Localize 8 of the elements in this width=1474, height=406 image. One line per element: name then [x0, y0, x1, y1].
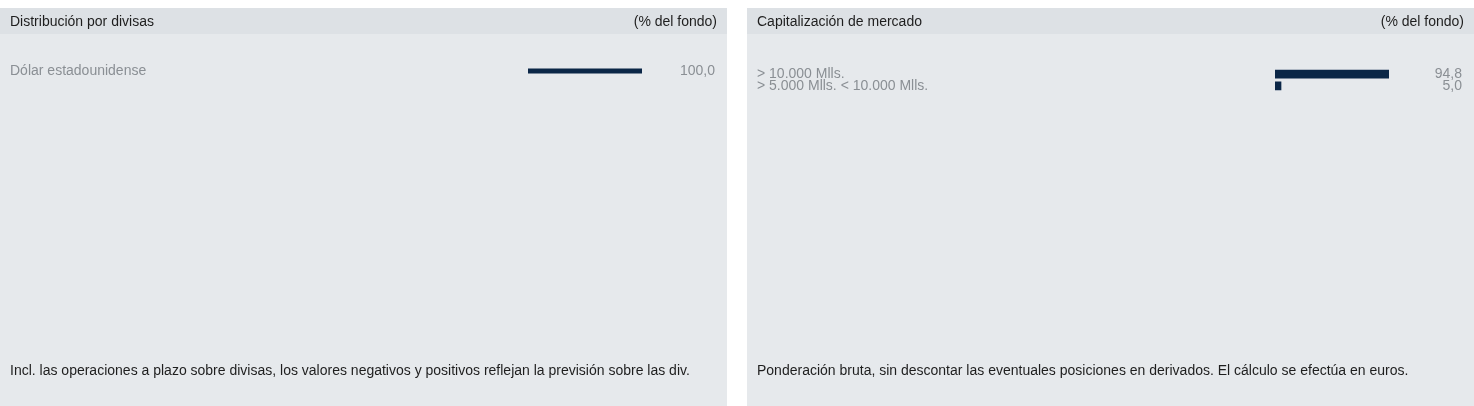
text: Ponderación bruta, sin descontar las eventuales posiciones en derivados. El cálculo se efectúa en euros. — [757, 362, 1410, 379]
data-label: 100,0 — [679, 61, 716, 78]
text: Capitalización de mercado — [757, 13, 922, 29]
y-tick-label: Dólar estadounidense — [10, 61, 147, 78]
text: Incl. las operaciones a plazo sobre divisas, los valores negativos y positivos reflejan la previsión sobre las div. — [10, 362, 691, 379]
text: (% del fondo) — [633, 13, 717, 29]
text: Distribución por divisas — [10, 13, 154, 29]
text: (% del fondo) — [1380, 13, 1464, 29]
